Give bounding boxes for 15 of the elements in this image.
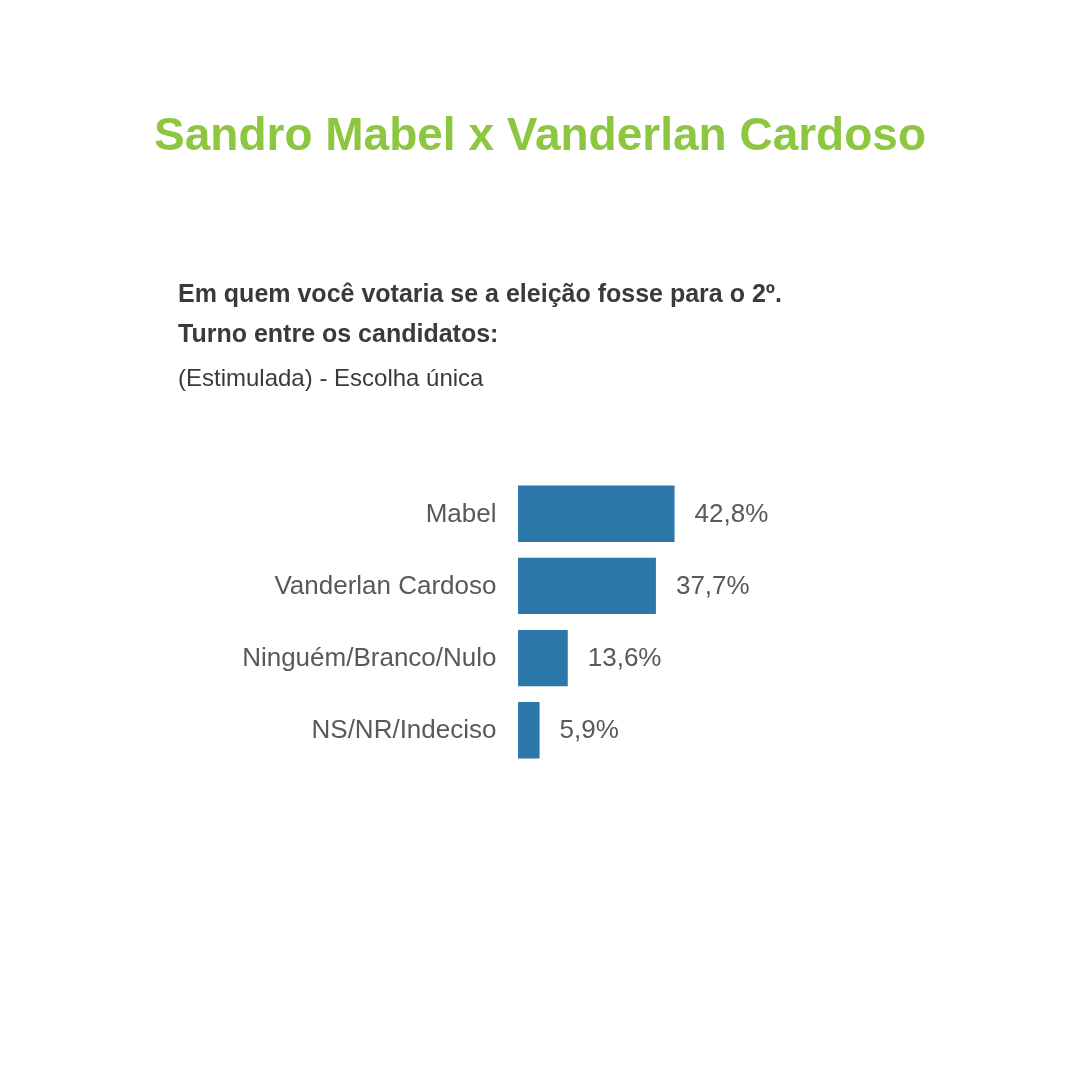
y-tick-label: NS/NR/Indeciso [311, 714, 497, 745]
chart-subtitle: Em quem você votaria se a eleição fosse para o 2º. Turno entre os candidatos: [178, 279, 782, 347]
y-tick-label: Vanderlan Cardoso [274, 569, 497, 600]
y-tick-label: Mabel [425, 497, 497, 528]
chart-title: Sandro Mabel x Vanderlan Cardoso [154, 108, 926, 160]
bar [518, 485, 675, 542]
data-label: 42,8% [694, 497, 769, 528]
text: (Estimulada) - Escolha única [178, 364, 485, 391]
bar [518, 702, 540, 759]
bar [518, 629, 568, 687]
y-tick-label: Ninguém/Branco/Nulo [242, 642, 497, 673]
bar [518, 557, 656, 615]
data-label: 37,7% [675, 569, 750, 600]
data-label: 5,9% [559, 714, 619, 745]
data-label: 13,6% [587, 642, 662, 673]
